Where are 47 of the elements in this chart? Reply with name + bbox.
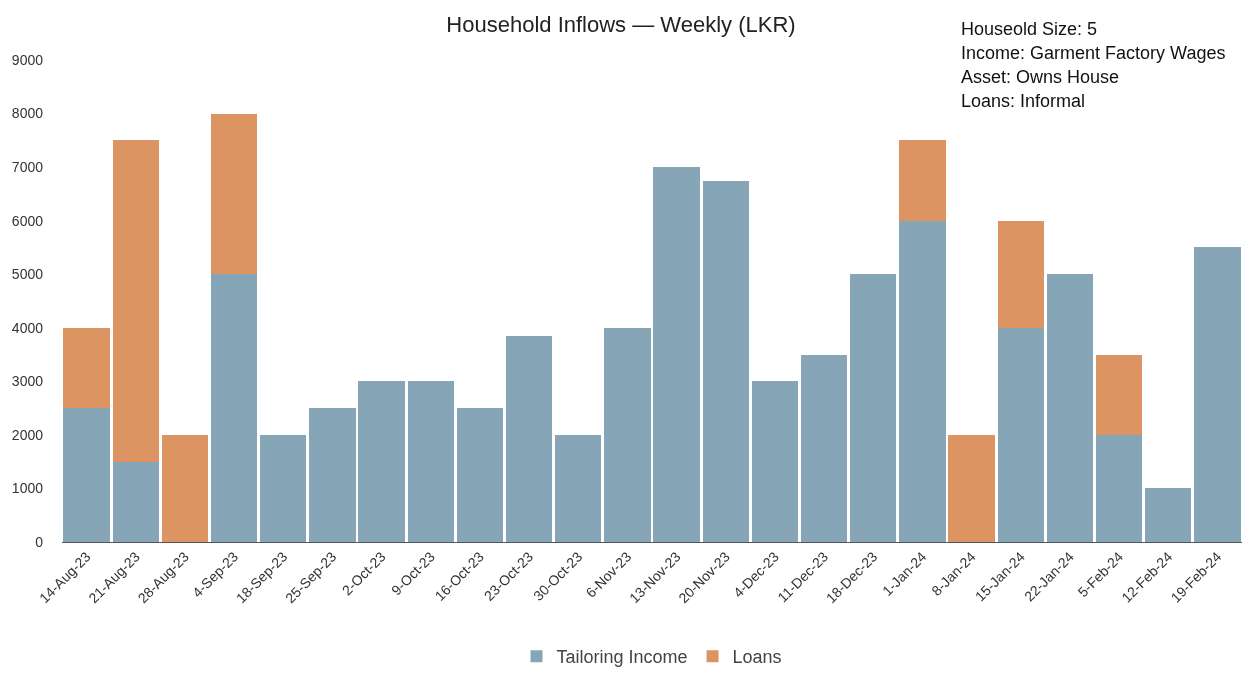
y-tick-label: 3000 (11, 373, 44, 390)
y-tick-label: 7000 (11, 159, 44, 176)
annotation: Loans: Informal (961, 91, 1086, 111)
bar (1145, 488, 1192, 542)
y-tick-label: 5000 (11, 266, 44, 283)
legend-label: Tailoring Income (556, 647, 688, 668)
y-tick-label: 2000 (11, 426, 44, 443)
bar (604, 327, 651, 542)
y-tick-label: 1000 (11, 480, 44, 497)
bar (63, 327, 110, 409)
y-tick-label: 9000 (11, 51, 44, 68)
bar (997, 220, 1044, 328)
bar (112, 461, 159, 542)
bar (555, 434, 602, 542)
bar (702, 180, 749, 542)
bar (505, 335, 553, 542)
bar (653, 167, 700, 542)
bar (751, 381, 799, 542)
bar (948, 434, 995, 542)
annotation: Asset: Owns House (961, 67, 1120, 87)
bar (1194, 247, 1241, 542)
bar (899, 140, 946, 221)
bar (1095, 354, 1143, 435)
bar (800, 354, 848, 542)
bar (456, 408, 504, 542)
y-tick-label: 0 (35, 533, 44, 550)
bar (161, 434, 209, 542)
bar (407, 381, 454, 542)
chart-title: Household Inflows — Weekly (LKR) (446, 12, 796, 38)
annotation: Income: Garment Factory Wages (961, 43, 1226, 63)
text: Houseold Size: 5 (961, 19, 1098, 39)
bar (1046, 274, 1094, 542)
bar (1095, 434, 1143, 542)
y-tick-label: 8000 (11, 105, 44, 122)
bar (358, 381, 405, 542)
bar (210, 274, 258, 542)
bar (63, 408, 110, 542)
bar (997, 327, 1044, 542)
bar (210, 113, 258, 275)
bar (850, 274, 897, 542)
bar (309, 408, 356, 542)
bar (899, 220, 946, 542)
bar (112, 140, 159, 462)
bar (260, 434, 307, 542)
y-tick-label: 6000 (11, 212, 44, 229)
legend-label: Loans (732, 647, 782, 668)
y-tick-label: 4000 (11, 319, 44, 336)
